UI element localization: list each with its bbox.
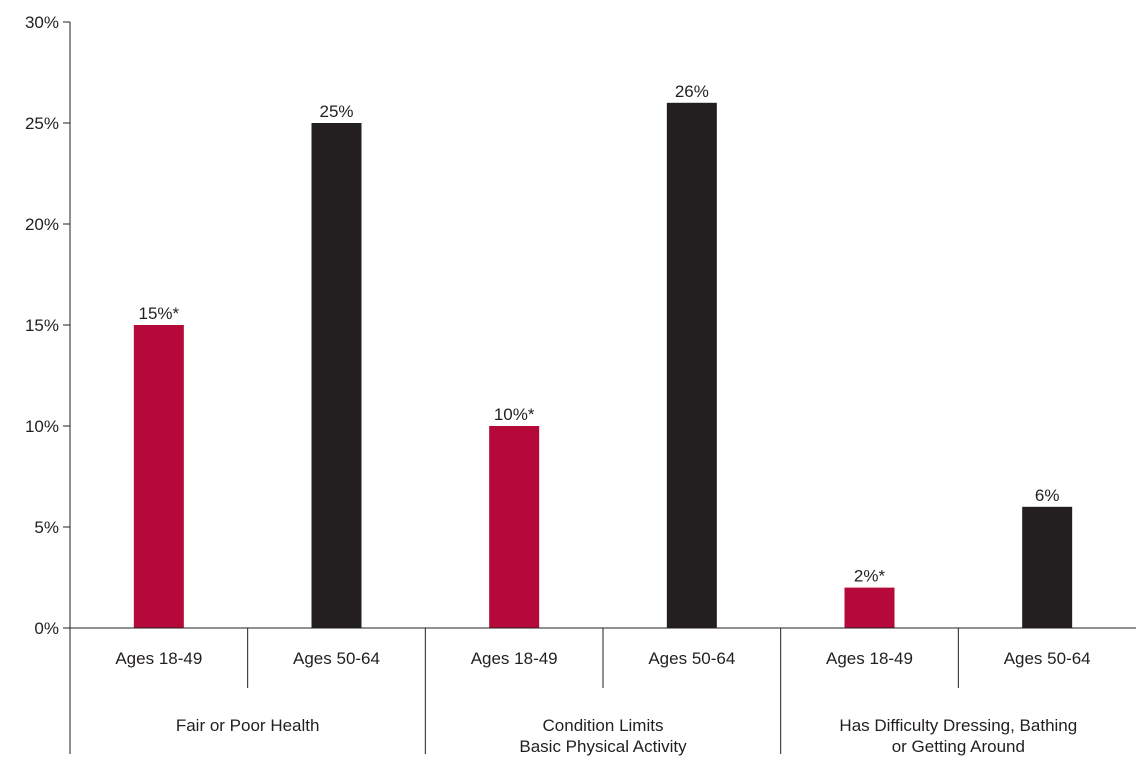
category-label: Ages 18-49 — [471, 649, 558, 668]
data-label: 25% — [319, 102, 353, 121]
category-label: Ages 50-64 — [1004, 649, 1091, 668]
bar — [844, 587, 895, 628]
y-tick-label: 25% — [25, 114, 59, 133]
y-tick-label: 10% — [25, 417, 59, 436]
y-tick-label: 20% — [25, 215, 59, 234]
category-label: Ages 18-49 — [115, 649, 202, 668]
category-label: Ages 50-64 — [293, 649, 380, 668]
bar — [489, 426, 540, 628]
bar — [666, 102, 717, 629]
category-label: Ages 50-64 — [648, 649, 735, 668]
data-label: 10%* — [494, 405, 535, 424]
data-label: 26% — [675, 82, 709, 101]
data-label: 15%* — [139, 304, 180, 323]
bar — [133, 325, 184, 628]
y-tick-label: 15% — [25, 316, 59, 335]
group-label: or Getting Around — [892, 737, 1025, 756]
category-label: Ages 18-49 — [826, 649, 913, 668]
bar — [311, 123, 362, 628]
y-tick-label: 5% — [34, 518, 59, 537]
bar — [1022, 506, 1073, 628]
y-tick-label: 30% — [25, 13, 59, 32]
y-tick-label: 0% — [34, 619, 59, 638]
x-axis: Ages 18-49 Ages 50-64 Fair or Poor Health A… — [69, 627, 1136, 756]
bars: 15%* 25% 10%* 26% 2%* 6% — [133, 82, 1073, 629]
data-label: 2%* — [854, 567, 886, 586]
group-label: Fair or Poor Health — [176, 716, 320, 735]
group-label: Has Difficulty Dressing, Bathing — [839, 716, 1077, 735]
y-axis: 0% 5% 10% 15% 20% 25% 30% — [25, 13, 71, 638]
data-label: 6% — [1035, 486, 1060, 505]
group-label: Condition Limits — [543, 716, 664, 735]
group-label: Basic Physical Activity — [519, 737, 687, 756]
